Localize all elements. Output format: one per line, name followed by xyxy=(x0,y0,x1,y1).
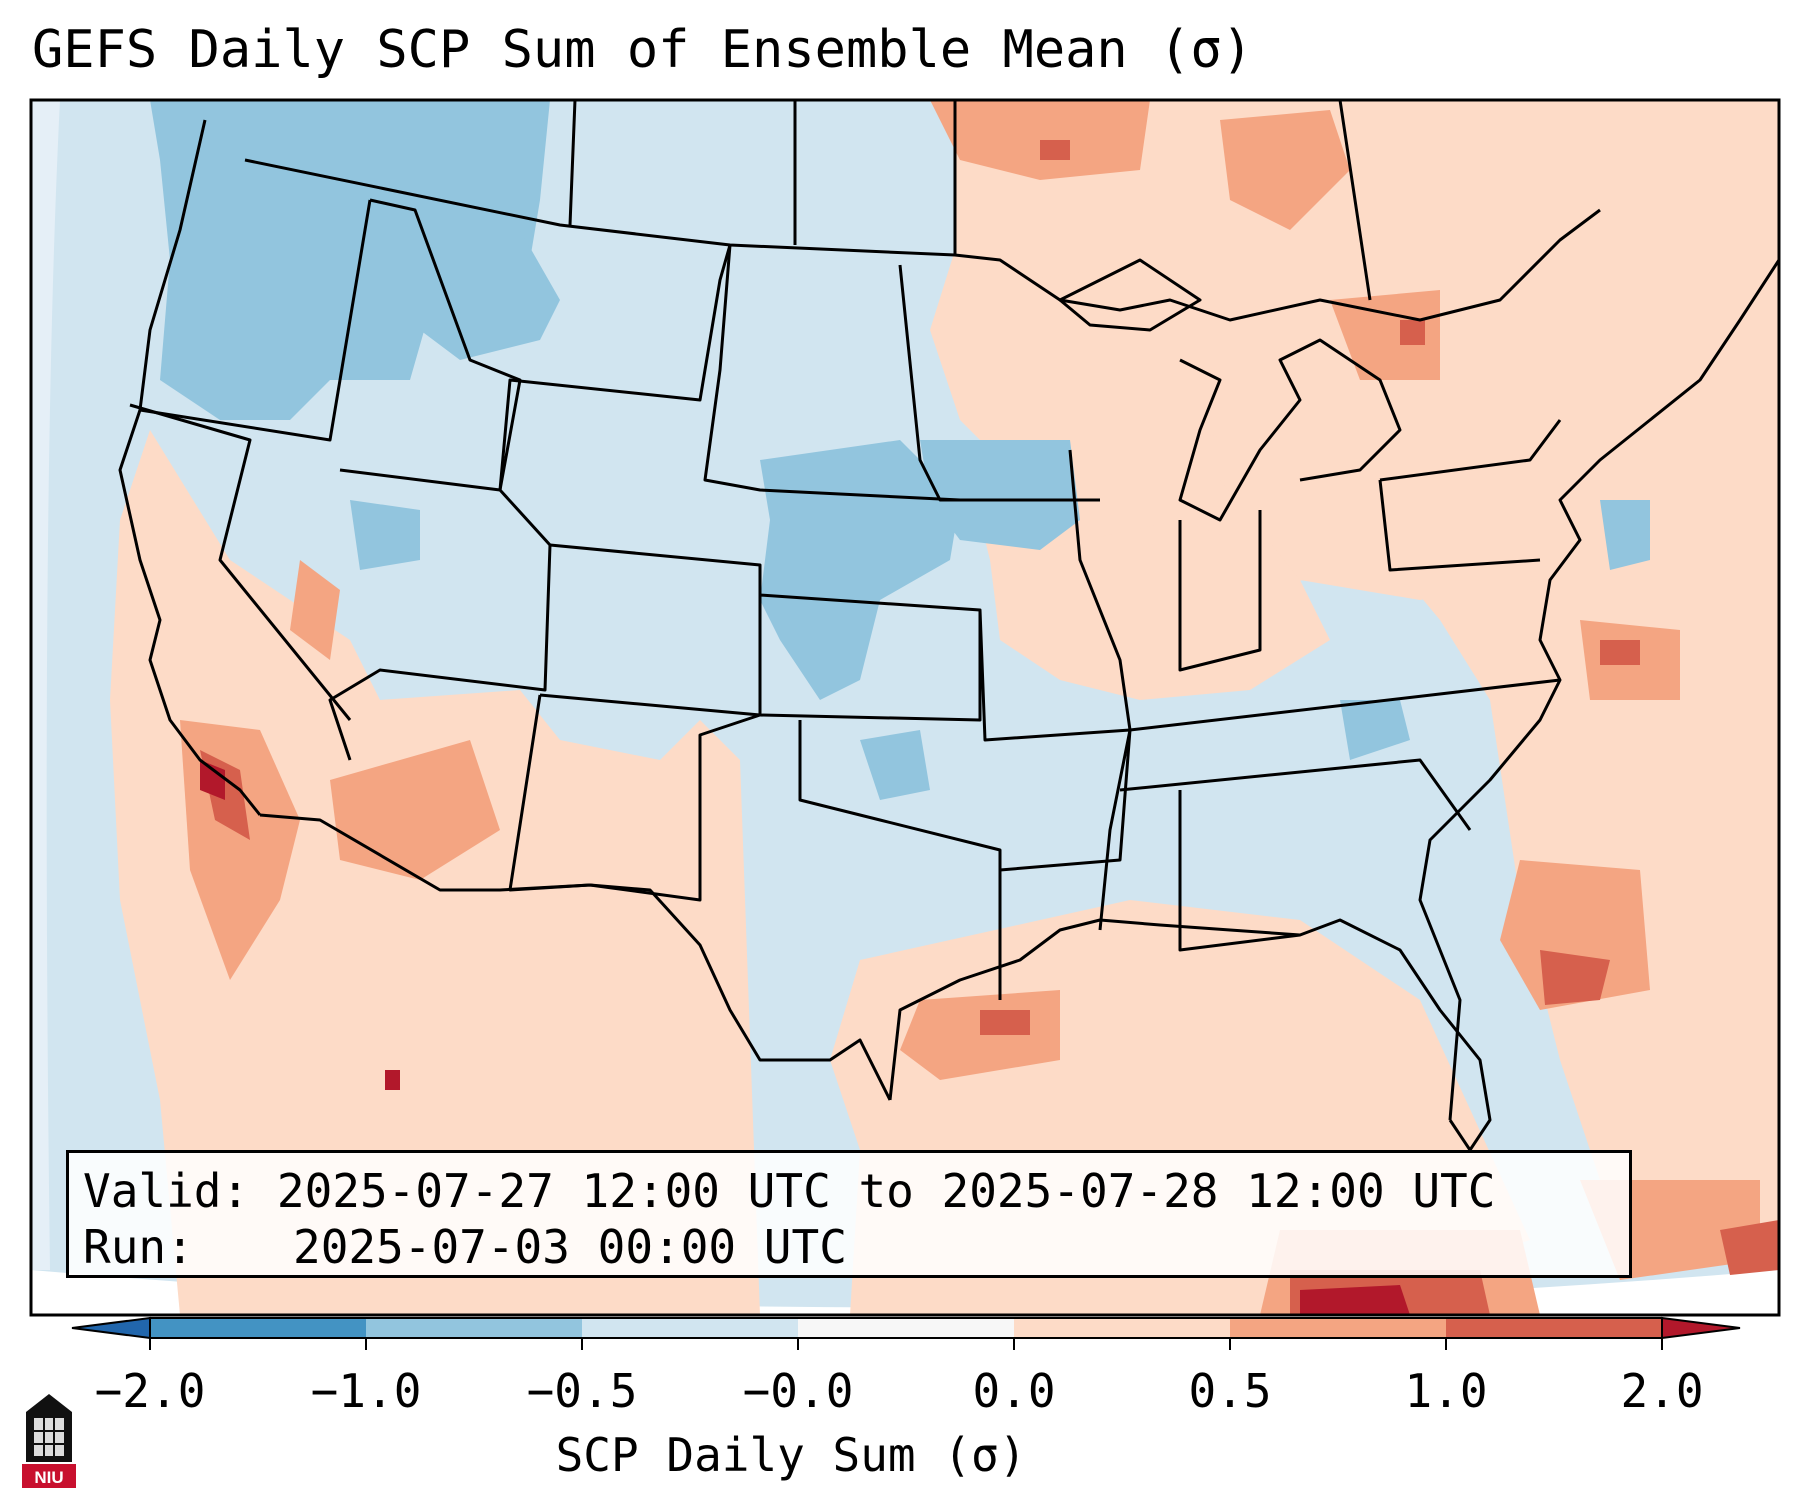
colorbar-tick-label: 2.0 xyxy=(1620,1364,1704,1418)
colorbar-bin-3 xyxy=(582,1318,798,1338)
colorbar xyxy=(71,1316,1741,1350)
tn-ms-al-ga xyxy=(1119,758,1472,831)
anomaly-region-atlantic xyxy=(1600,500,1650,570)
colorbar-tick-label: 1.0 xyxy=(1404,1364,1488,1418)
run-label: Run: xyxy=(83,1220,194,1274)
colorbar-tick-label: −0.5 xyxy=(526,1364,638,1418)
colorbar-tick-label: −1.0 xyxy=(310,1364,422,1418)
valid-line: Valid: 2025-07-27 12:00 UTC to 2025-07-2… xyxy=(83,1163,1615,1219)
us-canada-border xyxy=(244,158,1601,322)
anomaly-region-oklahoma xyxy=(860,730,930,800)
colorbar-bin-2 xyxy=(366,1318,582,1338)
west-coast xyxy=(118,119,262,816)
colorbar-bin-5 xyxy=(1014,1318,1230,1338)
colorbar-arrow-min xyxy=(71,1316,151,1340)
anomaly-region-nevada xyxy=(350,500,420,570)
outside-projection-area-west xyxy=(31,100,60,1270)
map-panel xyxy=(31,100,1779,1315)
colorbar-ticks xyxy=(149,1338,1663,1350)
valid-label: Valid: xyxy=(83,1164,250,1218)
valid-time-info-box: Valid: 2025-07-27 12:00 UTC to 2025-07-2… xyxy=(66,1150,1632,1278)
colorbar-label: SCP Daily Sum (σ) xyxy=(555,1428,1027,1482)
colorbar-outline xyxy=(149,1317,1663,1339)
anomaly-region-idaho xyxy=(400,200,560,360)
co-nm-border xyxy=(539,543,762,717)
il-in-oh-border xyxy=(1178,510,1262,672)
ky-tn-border xyxy=(1129,678,1561,732)
ks-ok-border xyxy=(759,593,982,722)
id-mt-border xyxy=(369,198,522,491)
colorbar-bin-1 xyxy=(150,1318,366,1338)
colorbar-tick-label: −0.0 xyxy=(742,1364,854,1418)
page-title: GEFS Daily SCP Sum of Ensemble Mean (σ) xyxy=(32,20,1253,80)
or-ca-nv-border xyxy=(129,403,352,721)
map-frame xyxy=(29,98,1781,1317)
oh-pa-border xyxy=(1378,479,1541,572)
lake-superior xyxy=(1058,258,1202,332)
east-coast xyxy=(1418,259,1779,1121)
anomaly-region-nc xyxy=(1340,700,1410,760)
miss-river xyxy=(1068,449,1132,931)
run-line: Run: 2025-07-03 00:00 UTC xyxy=(83,1219,1615,1275)
extreme-positive-anomaly-areas xyxy=(200,760,1410,1315)
mn-ia-border xyxy=(898,264,1100,502)
gulf-coast xyxy=(888,918,1492,1152)
anomaly-region-plains xyxy=(760,440,960,700)
ga-fl-border xyxy=(1178,790,1301,952)
wy-co-border xyxy=(498,244,732,491)
nd-sd-ne-border xyxy=(703,244,961,502)
colorbar-bin-4 xyxy=(798,1318,1014,1338)
colorbar-tick-label: −2.0 xyxy=(94,1364,206,1418)
nm-tx-border xyxy=(508,694,761,902)
pa-ny-border xyxy=(1379,419,1562,482)
great-lakes xyxy=(1178,338,1402,522)
wa-or-border xyxy=(139,199,372,442)
negative-anomaly-areas xyxy=(150,100,1650,800)
niu-logo: NIU xyxy=(22,1394,76,1488)
logo-text: NIU xyxy=(34,1468,63,1487)
colorbar-tick-label: 0.5 xyxy=(1188,1364,1272,1418)
tx-ok-border xyxy=(798,720,1002,1000)
run-value: 2025-07-03 00:00 UTC xyxy=(293,1220,847,1274)
valid-value: 2025-07-27 12:00 UTC to 2025-07-28 12:00… xyxy=(276,1164,1496,1218)
colorbar-arrow-max xyxy=(1661,1316,1741,1340)
anomaly-region-southwest xyxy=(110,430,760,1315)
colorbar-tick-label: 0.0 xyxy=(972,1364,1056,1418)
anomaly-region-iowa xyxy=(920,440,1080,550)
anomaly-region-northeast xyxy=(1220,470,1560,600)
colorbar-bin-6 xyxy=(1230,1318,1446,1338)
us-mexico-border xyxy=(259,813,892,1101)
anomaly-region-northwest xyxy=(150,100,550,420)
canada-provinces xyxy=(568,100,1372,301)
political-boundaries xyxy=(118,100,1779,1152)
colorbar-bin-7 xyxy=(1446,1318,1662,1338)
